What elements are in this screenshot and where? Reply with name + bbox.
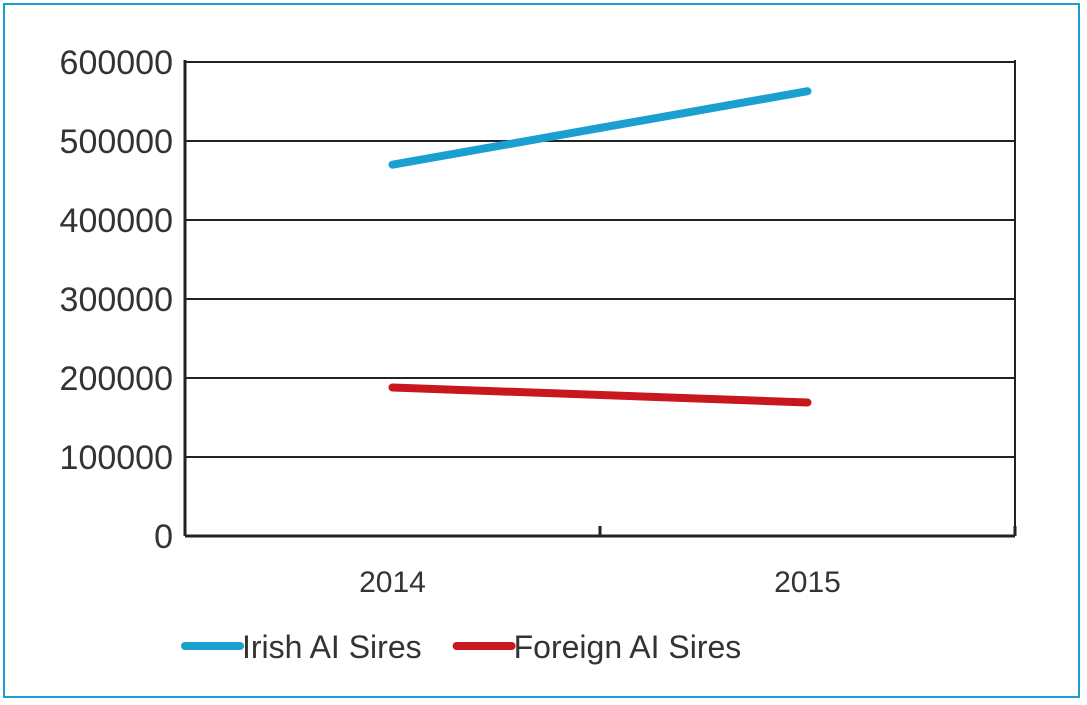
x-tick-label: 2015	[774, 566, 841, 599]
x-tick-label: 2014	[359, 566, 426, 599]
legend-item: Irish AI Sires	[181, 629, 422, 665]
legend-label: Foreign AI Sires	[514, 629, 742, 665]
y-tick-label: 500000	[60, 123, 173, 161]
series-line	[388, 383, 812, 407]
chart-frame	[3, 3, 1080, 698]
y-tick-label: 100000	[60, 439, 173, 477]
y-tick-label: 200000	[60, 360, 173, 398]
legend-label: Irish AI Sires	[242, 629, 422, 665]
y-tick-label: 600000	[60, 44, 173, 82]
series-line	[388, 87, 812, 169]
y-tick-label: 300000	[60, 281, 173, 319]
y-tick-label: 400000	[60, 202, 173, 240]
legend-item: Foreign AI Sires	[452, 629, 742, 665]
y-tick-label: 0	[154, 518, 173, 556]
